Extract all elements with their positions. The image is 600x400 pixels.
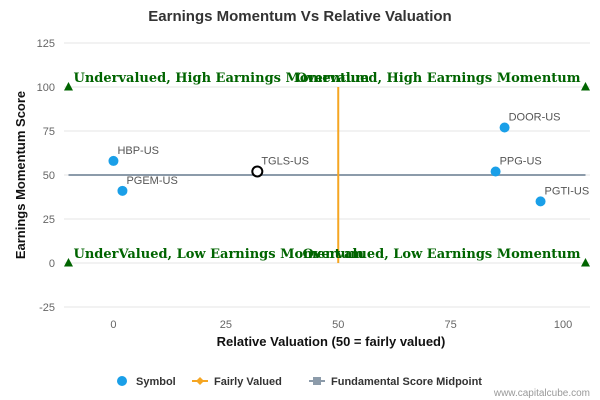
y-axis-title: Earnings Momentum Score <box>13 91 28 259</box>
y-tick-label: 0 <box>49 258 55 270</box>
data-point-label: PGEM-US <box>126 175 177 187</box>
data-point <box>251 165 264 178</box>
y-axis-ticks: -25 0 25 50 75 100 125 <box>37 38 55 314</box>
y-tick-label: 50 <box>43 170 55 182</box>
quadrant-label-top-left: Undervalued, High Earnings Momentum <box>73 71 369 86</box>
y-tick-label: 125 <box>37 38 55 50</box>
data-point-label: TGLS-US <box>261 155 309 167</box>
x-axis-title: Relative Valuation (50 = fairly valued) <box>217 334 446 349</box>
data-point <box>490 166 501 177</box>
legend-symbol-circle <box>117 376 127 386</box>
legend-symbol-square <box>313 377 321 385</box>
data-point <box>108 155 119 166</box>
y-tick-label: 100 <box>37 82 55 94</box>
quadrant-label-bottom-left: UnderValued, Low Earnings Momentum <box>73 247 364 262</box>
y-tick-label: 75 <box>43 126 55 138</box>
data-point-label: HBP-US <box>117 145 159 157</box>
data-point <box>499 122 510 133</box>
legend-symbol-diamond <box>196 377 204 385</box>
y-tick-label: 25 <box>43 214 55 226</box>
legend-item-label: Fairly Valued <box>214 376 282 388</box>
legend: Symbol Fairly Valued Fundamental Score Mid… <box>117 376 482 388</box>
y-tick-label: -25 <box>39 302 55 314</box>
x-tick-label: 100 <box>554 319 572 331</box>
chart-title: Earnings Momentum Vs Relative Valuation <box>148 8 451 25</box>
x-tick-label: 50 <box>332 319 344 331</box>
triangle-marker <box>63 82 73 91</box>
legend-item-label: Fundamental Score Midpoint <box>331 376 482 388</box>
quadrant-label-bottom-right: Overvalued, Low Earnings Momentum <box>302 247 580 262</box>
data-point <box>117 185 128 196</box>
reference-lines <box>68 87 586 263</box>
triangle-marker <box>581 258 591 267</box>
data-point-label: DOOR-US <box>509 111 561 123</box>
data-point <box>535 196 546 207</box>
quadrant-labels: Undervalued, High Earnings MomentumOverv… <box>73 71 580 262</box>
data-point-label: PPG-US <box>500 155 542 167</box>
triangle-marker <box>63 258 73 267</box>
data-point-label: PGTI-US <box>545 185 590 197</box>
corner-markers <box>63 82 591 267</box>
x-tick-label: 75 <box>445 319 457 331</box>
credit-text: www.capitalcube.com <box>493 388 590 399</box>
data-points: HBP-US PGEM-US TGLS-US DOOR-US PPG-US PGTI-US <box>108 111 590 207</box>
quadrant-label-top-right: Overvalued, High Earnings Momentum <box>296 71 581 86</box>
x-tick-label: 0 <box>110 319 116 331</box>
legend-item-label: Symbol <box>136 376 176 388</box>
x-tick-label: 25 <box>220 319 232 331</box>
x-axis-ticks: 0 25 50 75 100 <box>110 319 572 331</box>
triangle-marker <box>581 82 591 91</box>
